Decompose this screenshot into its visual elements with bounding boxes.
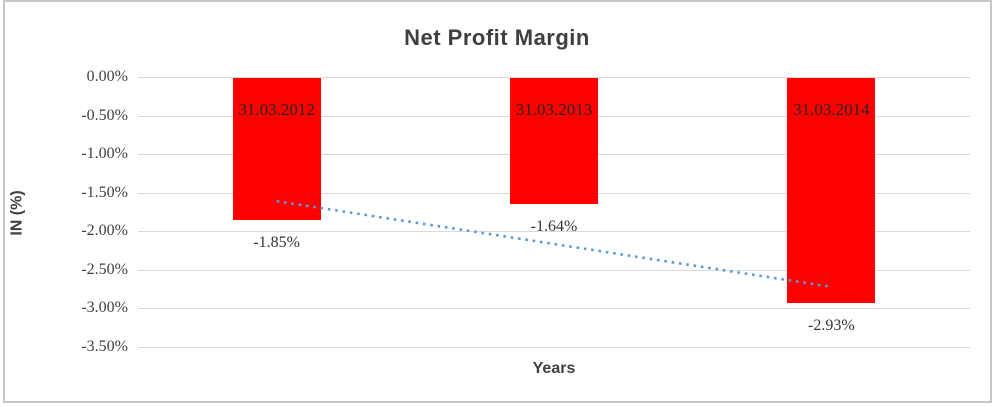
y-tick-label: -0.50% bbox=[81, 106, 128, 124]
category-label: 31.03.2012 bbox=[238, 100, 315, 119]
bar-31.03.2012 bbox=[232, 78, 321, 220]
gridline bbox=[138, 346, 970, 348]
category-label: 31.03.2014 bbox=[793, 100, 870, 119]
value-label: -2.93% bbox=[808, 317, 855, 335]
y-tick-label: -2.00% bbox=[81, 222, 128, 240]
y-tick-label: -2.50% bbox=[81, 260, 128, 278]
value-label: -1.85% bbox=[253, 233, 300, 251]
x-axis-title: Years bbox=[532, 360, 576, 377]
gridline bbox=[138, 308, 970, 310]
y-tick-label: -3.50% bbox=[81, 337, 128, 355]
gridline bbox=[138, 77, 970, 78]
y-tick-label: 0.00% bbox=[86, 68, 128, 85]
value-label: -1.64% bbox=[530, 217, 578, 235]
bar-31.03.2013 bbox=[510, 78, 598, 204]
y-tick-label: -1.50% bbox=[81, 183, 128, 201]
y-tick-label: -1.00% bbox=[81, 145, 128, 163]
chart-title: Net Profit Margin bbox=[404, 25, 590, 50]
linear-trendline bbox=[276, 199, 832, 289]
y-tick-label: -3.00% bbox=[81, 299, 128, 317]
category-label: 31.03.2013 bbox=[515, 100, 593, 119]
